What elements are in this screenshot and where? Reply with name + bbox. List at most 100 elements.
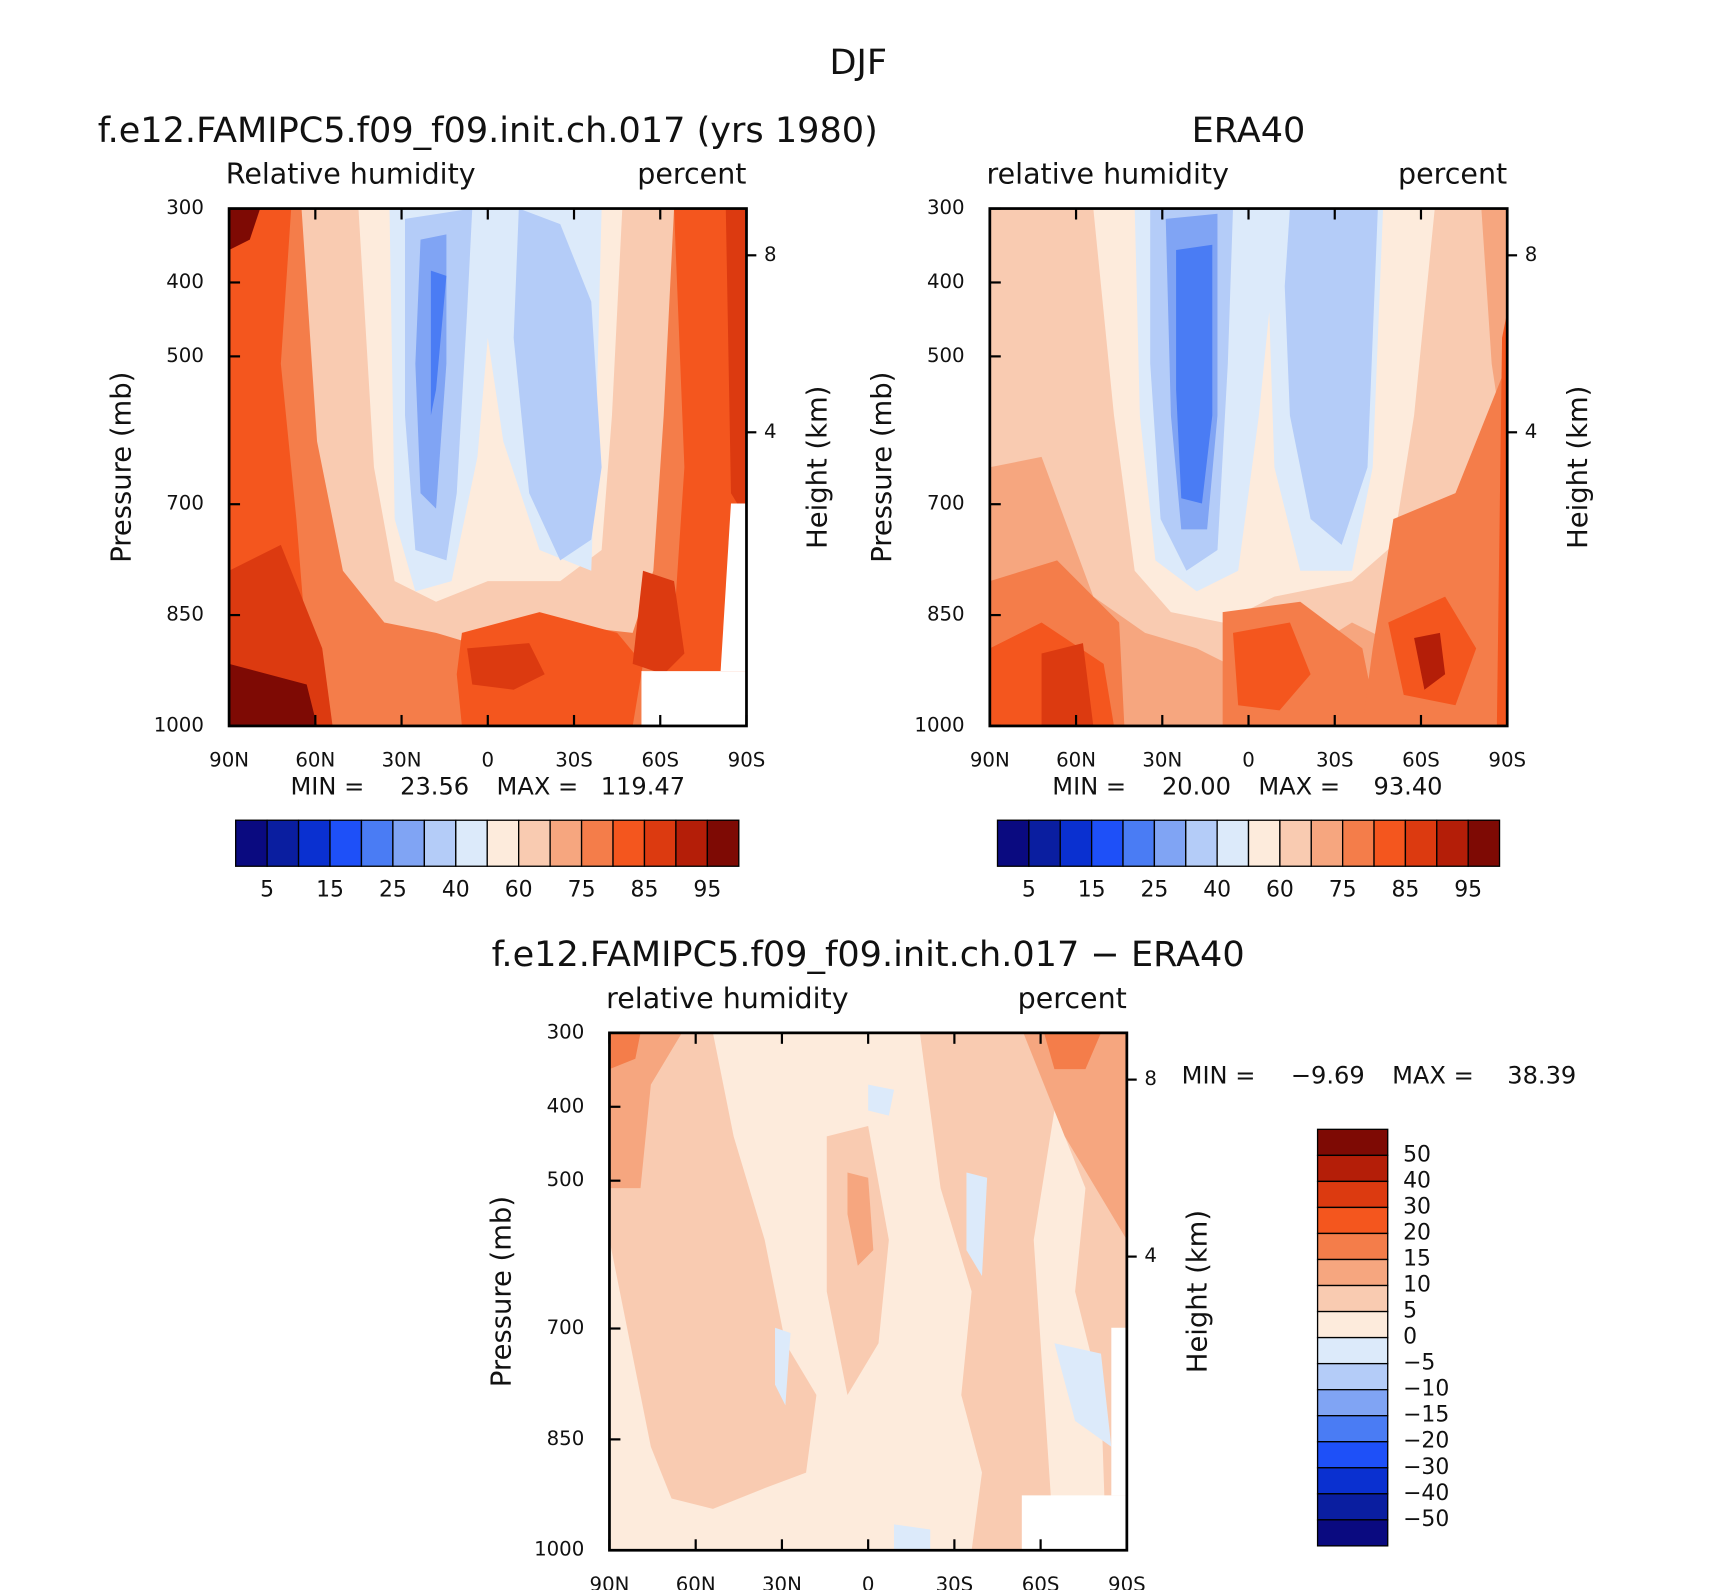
colorbar-label: 5 [1022, 877, 1036, 902]
colorbar-box [1316, 1258, 1389, 1287]
contour-region [894, 1524, 931, 1551]
colorbar-label: −10 [1403, 1377, 1449, 1402]
colorbar-label: 15 [1403, 1246, 1431, 1271]
panel-title: f.e12.FAMIPC5.f09_f09.init.ch.017 − ERA4… [492, 934, 1245, 975]
colorbar-box [392, 819, 426, 867]
colorbar-box [455, 819, 488, 867]
colorbar-label: 85 [1391, 877, 1419, 902]
colorbar-box [706, 819, 740, 867]
colorbar-box [1153, 819, 1187, 867]
subtitle-left: relative humidity [606, 982, 849, 1015]
colorbar-label: 95 [1454, 877, 1482, 902]
contour-region [609, 1032, 817, 1509]
colorbar-label: 20 [1403, 1220, 1431, 1245]
x-tick-label: 0 [1242, 749, 1255, 772]
colorbar-box [1185, 819, 1218, 867]
colorbar-label: 5 [1403, 1299, 1417, 1324]
contour-region [467, 643, 545, 690]
y2-tick-label: 4 [764, 420, 777, 443]
x-tick-label: 60S [1402, 749, 1440, 772]
colorbar-box [1404, 819, 1438, 867]
y-tick-label: 400 [927, 270, 965, 293]
colorbar: 5 15 25 40 60 75 85 95 [996, 819, 1501, 902]
colorbar-label: 40 [1203, 877, 1231, 902]
x-tick-label: 30S [936, 1573, 974, 1590]
contour-region [966, 1172, 988, 1277]
x-tick-label: 90N [970, 749, 1010, 772]
y-tick-label: 1000 [154, 713, 204, 736]
x-tick-label: 60S [641, 749, 679, 772]
colorbar-label: 40 [1403, 1168, 1431, 1193]
y-axis-label: Pressure (mb) [487, 1196, 518, 1387]
contour-region [609, 1032, 682, 1189]
colorbar-box [675, 819, 709, 867]
y-tick-label: 300 [166, 196, 204, 219]
min-value: 20.00 [1162, 772, 1231, 800]
colorbar-box [1316, 1232, 1389, 1261]
contour-region [720, 503, 747, 672]
panel-title: ERA40 [1192, 110, 1306, 151]
colorbar-box [1279, 819, 1312, 867]
panel: f.e12.FAMIPC5.f09_f09.init.ch.017 − ERA4… [487, 934, 1577, 1590]
max-value: 38.39 [1507, 1062, 1576, 1090]
colorbar-box [580, 819, 614, 867]
colorbar-label: 75 [568, 877, 596, 902]
contour-region [1054, 1343, 1112, 1447]
min-label: MIN = [1052, 772, 1126, 800]
x-tick-label: 30S [555, 749, 593, 772]
colorbar-label: 95 [693, 877, 721, 902]
contour-field [229, 208, 747, 726]
colorbar-box [1316, 1284, 1389, 1313]
colorbar-label: 50 [1403, 1142, 1431, 1167]
contour-region [1041, 643, 1094, 726]
subtitle-left: relative humidity [987, 158, 1230, 191]
colorbar-label: −15 [1403, 1403, 1449, 1428]
colorbar-label: 5 [260, 877, 274, 902]
contour-region [1044, 1032, 1101, 1070]
y-tick-label: 400 [547, 1094, 585, 1117]
contour-region [847, 1172, 874, 1266]
colorbar-label: 10 [1403, 1273, 1431, 1298]
panel: f.e12.FAMIPC5.f09_f09.init.ch.017 (yrs 1… [98, 110, 878, 903]
contour-region [653, 208, 747, 726]
y-tick-label: 300 [927, 196, 965, 219]
colorbar-box [360, 819, 394, 867]
colorbar-box [1247, 819, 1281, 867]
y-tick-label: 500 [547, 1168, 585, 1191]
y-tick-label: 400 [166, 270, 204, 293]
x-tick-label: 60S [1022, 1573, 1060, 1590]
colorbar-label: −20 [1403, 1429, 1449, 1454]
x-tick-label: 90N [590, 1573, 630, 1590]
colorbar-box [1216, 819, 1250, 867]
y-tick-label: 500 [166, 344, 204, 367]
colorbar-label: 30 [1403, 1194, 1431, 1219]
min-value: 23.56 [400, 772, 469, 800]
colorbar-label: 0 [1403, 1325, 1417, 1350]
subtitle-right: percent [637, 158, 746, 191]
contour-region [1414, 632, 1446, 690]
x-tick-label: 0 [482, 749, 495, 772]
x-tick-label: 30S [1316, 749, 1354, 772]
contour-region [456, 612, 644, 726]
x-tick-label: 90S [1488, 749, 1526, 772]
x-tick-label: 90S [728, 749, 766, 772]
contour-region [1033, 1110, 1107, 1551]
min-label: MIN = [1182, 1062, 1256, 1090]
y-tick-label: 850 [927, 603, 965, 626]
max-value: 119.47 [601, 772, 685, 800]
colorbar-box [643, 819, 677, 867]
max-label: MAX = [497, 772, 579, 800]
y2-axis-label: Height (km) [802, 386, 833, 549]
colorbar-box [1310, 819, 1344, 867]
x-tick-label: 60N [1056, 749, 1096, 772]
y2-tick-label: 8 [1144, 1067, 1157, 1090]
colorbar-label: −5 [1403, 1351, 1435, 1376]
colorbar-label: −30 [1403, 1455, 1449, 1480]
figure-title: DJF [830, 42, 888, 83]
colorbar-box [1059, 819, 1093, 867]
subtitle-left: Relative humidity [226, 158, 476, 191]
y2-tick-label: 8 [764, 243, 777, 266]
contour-region [641, 671, 747, 726]
